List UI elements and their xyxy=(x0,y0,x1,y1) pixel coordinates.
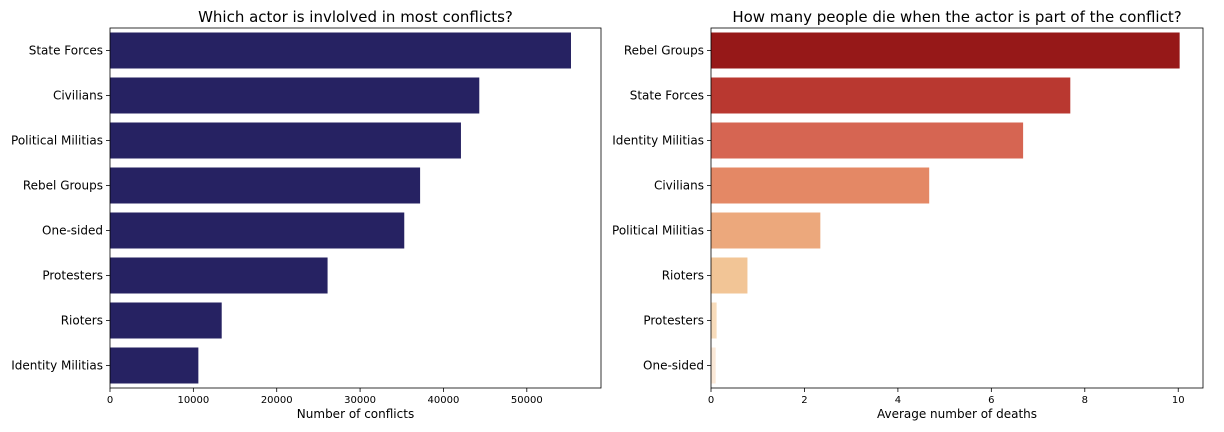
x-tick-label: 30000 xyxy=(344,395,376,406)
bar-state-forces xyxy=(711,77,1071,114)
bar-protesters xyxy=(110,257,328,294)
y-tick-label: Civilians xyxy=(654,179,704,193)
y-tick-label: One-sided xyxy=(42,224,103,238)
x-tick-label: 40000 xyxy=(428,395,460,406)
chart-title: How many people die when the actor is pa… xyxy=(732,8,1181,26)
bar-one-sided xyxy=(110,212,405,249)
chart-panel-2: Rebel Groups State Forces Identity Militia… xyxy=(612,8,1204,421)
x-tick-label: 0 xyxy=(107,395,113,406)
y-tick-label: State Forces xyxy=(29,44,103,58)
axes-frame xyxy=(710,27,1204,389)
y-tick-label: Identity Militias xyxy=(612,134,704,148)
bar-civilians xyxy=(711,167,930,204)
bar-state-forces xyxy=(110,32,571,69)
chart-title: Which actor is invlolved in most conflic… xyxy=(198,8,513,26)
x-tick-label: 6 xyxy=(988,395,994,406)
bar-rebel-groups xyxy=(110,167,421,204)
x-tick-label: 10000 xyxy=(177,395,209,406)
bar-protesters xyxy=(711,302,717,339)
x-tick-label: 2 xyxy=(801,395,807,406)
y-tick-label: Civilians xyxy=(53,89,103,103)
y-tick-label: One-sided xyxy=(643,359,704,373)
x-axis-label: Number of conflicts xyxy=(297,407,414,421)
axes-frame xyxy=(109,27,602,389)
y-tick-label: Political Militias xyxy=(612,224,704,238)
y-tick-label: Protesters xyxy=(42,269,103,283)
bar-identity-militias xyxy=(711,122,1024,159)
x-tick-label: 20000 xyxy=(261,395,293,406)
y-tick-label: Rebel Groups xyxy=(624,44,704,58)
x-axis-label: Average number of deaths xyxy=(877,407,1037,421)
bar-political-militias xyxy=(711,212,821,249)
bar-rioters xyxy=(711,257,748,294)
bar-one-sided xyxy=(711,347,716,384)
y-tick-label: State Forces xyxy=(630,89,704,103)
y-tick-label: Rioters xyxy=(61,314,103,328)
y-tick-label: Protesters xyxy=(643,314,704,328)
bar-political-militias xyxy=(110,122,461,159)
y-tick-label: Political Militias xyxy=(11,134,103,148)
y-tick-label: Rioters xyxy=(662,269,704,283)
bar-rebel-groups xyxy=(711,32,1180,69)
x-tick-label: 10 xyxy=(1172,395,1185,406)
x-tick-label: 4 xyxy=(895,395,901,406)
x-tick-label: 8 xyxy=(1082,395,1088,406)
chart-panel-1: State Forces Civilians Political Militias R… xyxy=(11,8,602,421)
x-tick-label: 0 xyxy=(708,395,714,406)
x-tick-label: 50000 xyxy=(511,395,543,406)
bar-rioters xyxy=(110,302,222,339)
y-tick-label: Identity Militias xyxy=(11,359,103,373)
bar-identity-militias xyxy=(110,347,199,384)
y-tick-label: Rebel Groups xyxy=(23,179,103,193)
bar-civilians xyxy=(110,77,480,114)
